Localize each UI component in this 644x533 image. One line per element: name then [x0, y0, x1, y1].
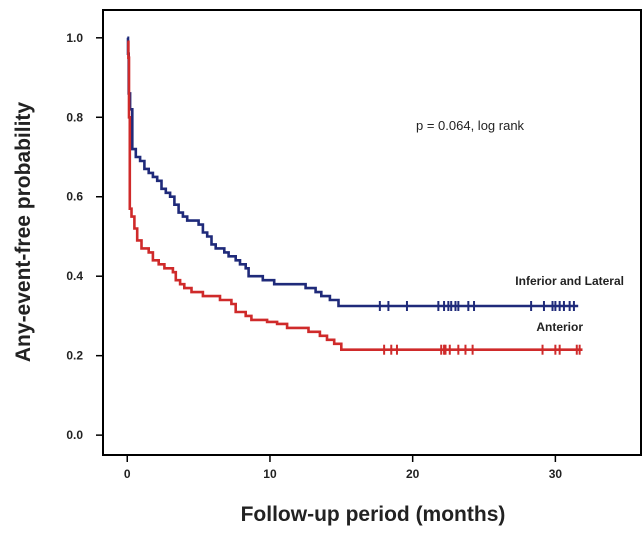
- y-axis-ticks: 0.0 0.2 0.4 0.6 0.8 1.0: [66, 31, 103, 442]
- x-tick-label: 30: [549, 467, 563, 481]
- y-tick-label: 0.2: [66, 349, 83, 363]
- legend-label-anterior: Anterior: [536, 320, 583, 334]
- y-axis-title: Any-event-free probability: [12, 102, 35, 363]
- y-tick-label: 0.6: [66, 190, 83, 204]
- y-tick-label: 1.0: [66, 31, 83, 45]
- y-tick-label: 0.8: [66, 110, 83, 124]
- legend-label-inferior-lateral: Inferior and Lateral: [515, 274, 624, 288]
- y-tick-label: 0.0: [66, 428, 83, 442]
- x-tick-label: 20: [406, 467, 420, 481]
- x-tick-label: 10: [263, 467, 277, 481]
- series-layer: [126, 36, 583, 355]
- x-axis-ticks: 0 10 20 30: [124, 455, 562, 481]
- x-axis-title: Follow-up period (months): [241, 503, 506, 526]
- y-tick-label: 0.4: [66, 269, 83, 283]
- plot-frame: [102, 9, 642, 456]
- x-tick-label: 0: [124, 467, 131, 481]
- survival-curve-inferior-lateral: [126, 36, 579, 308]
- survival-curve-anterior: [127, 40, 583, 351]
- p-value-annotation: p = 0.064, log rank: [416, 118, 525, 133]
